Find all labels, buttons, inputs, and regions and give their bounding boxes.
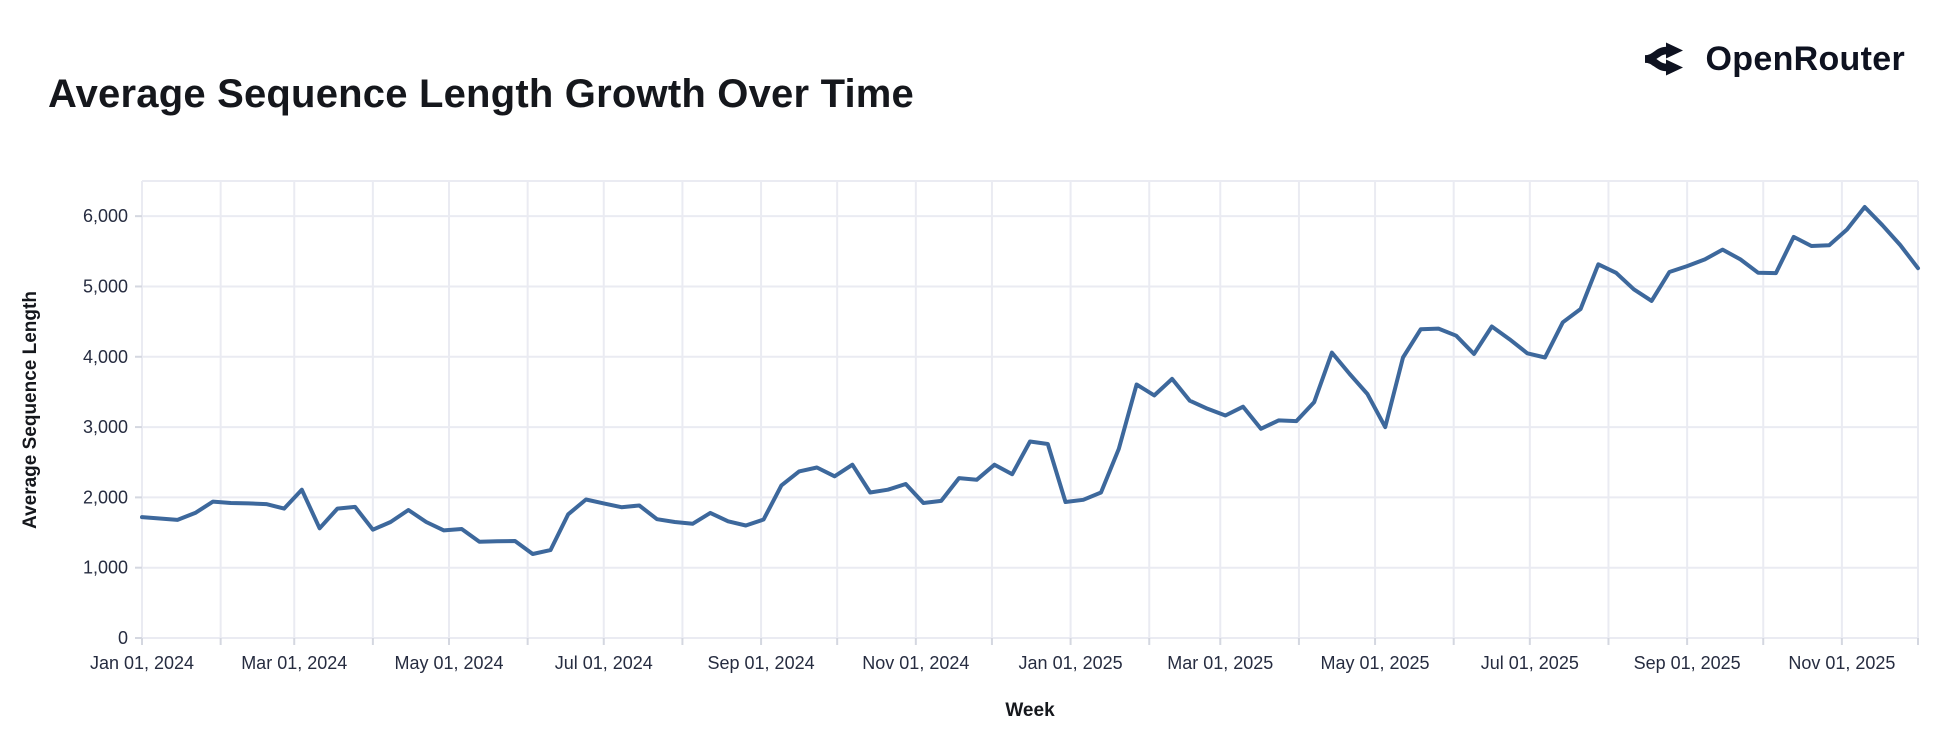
x-tick-label: Jul 01, 2025 (1481, 653, 1579, 673)
x-tick-label: May 01, 2025 (1321, 653, 1430, 673)
x-tick-label: May 01, 2024 (394, 653, 503, 673)
y-tick-label: 3,000 (83, 417, 128, 437)
x-tick-label: Mar 01, 2024 (241, 653, 347, 673)
y-tick-label: 6,000 (83, 206, 128, 226)
openrouter-logo-icon (1644, 42, 1683, 76)
y-tick-labels: 0 1,000 2,000 3,000 4,000 5,000 6,000 (83, 206, 128, 648)
x-tick-label: Jan 01, 2024 (90, 653, 194, 673)
openrouter-logo-text: OpenRouter (1705, 39, 1905, 78)
series-line (140, 205, 1920, 556)
y-tick-label: 4,000 (83, 347, 128, 367)
y-tick-label: 2,000 (83, 487, 128, 507)
openrouter-logo: OpenRouter (1643, 35, 1905, 83)
x-tick-label: Sep 01, 2024 (708, 653, 815, 673)
y-tick-label: 0 (118, 628, 128, 648)
x-tick-label: Mar 01, 2025 (1167, 653, 1273, 673)
x-tick-labels: Jan 01, 2024 Mar 01, 2024 May 01, 2024 Jul … (90, 653, 1895, 673)
y-tick-label: 1,000 (83, 558, 128, 578)
x-tick-label: Jul 01, 2024 (555, 653, 653, 673)
x-tick-label: Sep 01, 2025 (1634, 653, 1741, 673)
axis-ticks (135, 215, 1919, 645)
gridlines (141, 180, 1919, 639)
x-tick-label: Nov 01, 2024 (862, 653, 969, 673)
x-tick-label: Jan 01, 2025 (1019, 653, 1123, 673)
y-tick-label: 5,000 (83, 276, 128, 296)
page-title: Average Sequence Length Growth Over Time (48, 71, 915, 116)
x-tick-label: Nov 01, 2025 (1788, 653, 1895, 673)
x-axis-title: Week (1005, 700, 1055, 721)
